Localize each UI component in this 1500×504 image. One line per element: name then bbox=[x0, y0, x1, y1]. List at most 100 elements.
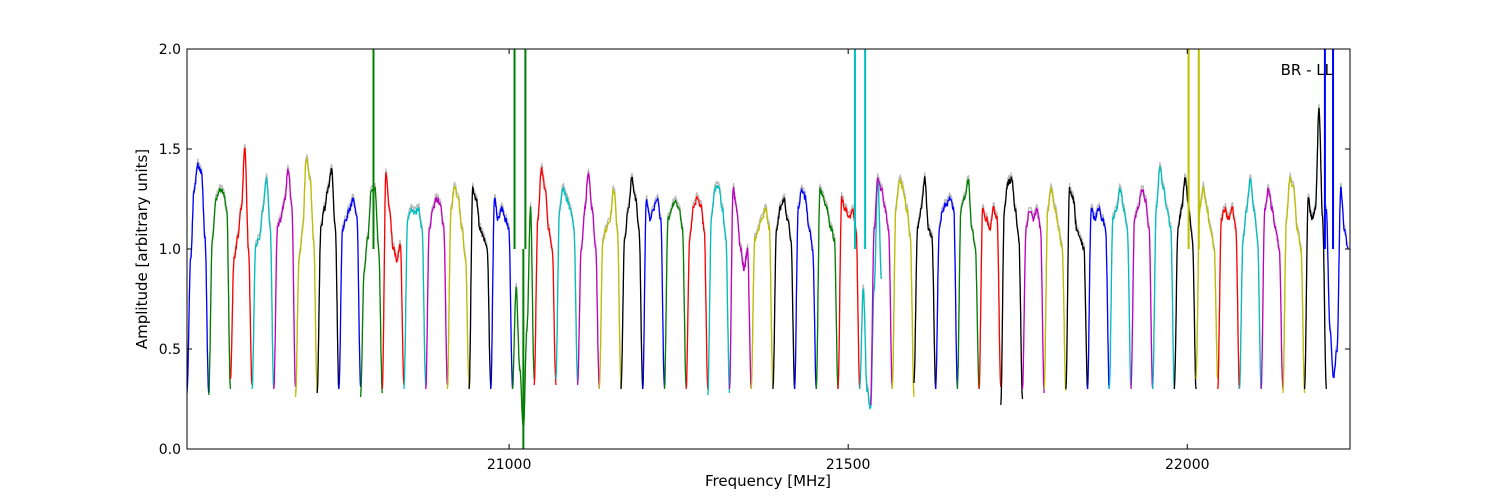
series-line-2 bbox=[229, 147, 253, 386]
series-line-41 bbox=[1065, 186, 1089, 390]
series-line-50 bbox=[1260, 187, 1284, 390]
series-line-9 bbox=[381, 172, 405, 390]
background-trace-21 bbox=[642, 192, 665, 386]
series-line-14 bbox=[490, 197, 514, 390]
series-line-37 bbox=[978, 205, 1002, 390]
background-trace-37 bbox=[978, 201, 1002, 386]
series-line-7 bbox=[338, 197, 362, 390]
series-line-4 bbox=[273, 168, 297, 390]
y-axis-label: Amplitude [arbitrary units] bbox=[133, 149, 151, 349]
background-trace-26 bbox=[750, 203, 774, 386]
series-line-13 bbox=[468, 185, 492, 390]
series-line-48 bbox=[1217, 205, 1241, 390]
series-line-19 bbox=[598, 188, 622, 390]
series-line-5 bbox=[294, 156, 318, 398]
x-tick-label: 22000 bbox=[1165, 457, 1210, 473]
series-line-20 bbox=[620, 176, 644, 390]
background-trace-10 bbox=[403, 202, 427, 386]
background-trace-50 bbox=[1260, 183, 1284, 386]
background-trace-24 bbox=[707, 181, 731, 392]
series-line-17 bbox=[555, 186, 579, 384]
background-trace-44 bbox=[1130, 185, 1154, 386]
series-line-30 bbox=[837, 196, 861, 390]
background-trace-7 bbox=[338, 193, 362, 386]
background-trace-38 bbox=[1000, 172, 1024, 402]
series-line-44 bbox=[1130, 189, 1154, 390]
series-line-23 bbox=[685, 195, 709, 390]
series-line-38 bbox=[1000, 176, 1024, 406]
background-trace-41 bbox=[1065, 182, 1089, 386]
series-line-49 bbox=[1238, 178, 1262, 390]
series-line-8 bbox=[359, 185, 383, 398]
y-tick-label: 0.0 bbox=[159, 442, 181, 458]
x-axis-label: Frequency [MHz] bbox=[705, 472, 831, 490]
background-trace-4 bbox=[273, 164, 297, 386]
series-line-52 bbox=[1303, 107, 1327, 390]
series-line-25 bbox=[728, 186, 752, 390]
background-trace-25 bbox=[728, 183, 752, 386]
background-trace-43 bbox=[1108, 183, 1132, 386]
background-trace-33 bbox=[891, 173, 915, 394]
series-line-26 bbox=[750, 206, 774, 390]
series-line-36 bbox=[956, 178, 980, 390]
x-tick-label: 21000 bbox=[487, 457, 532, 473]
background-trace-30 bbox=[837, 192, 861, 386]
background-trace-40 bbox=[1043, 182, 1067, 388]
plot-frame bbox=[186, 48, 1351, 450]
background-trace-11 bbox=[425, 192, 448, 386]
y-tick-label: 1.5 bbox=[159, 142, 181, 158]
series-line-27 bbox=[772, 197, 796, 390]
series-line-28 bbox=[793, 187, 817, 390]
series-line-51 bbox=[1282, 176, 1306, 394]
background-trace-34 bbox=[913, 172, 937, 386]
series-line-40 bbox=[1043, 186, 1067, 392]
background-trace-9 bbox=[381, 168, 405, 386]
background-trace-28 bbox=[794, 183, 817, 386]
series-line-34 bbox=[913, 176, 937, 390]
series-line-1 bbox=[208, 187, 232, 396]
series-line-12 bbox=[446, 184, 470, 390]
series-line-6 bbox=[316, 167, 340, 394]
series-line-31 bbox=[859, 179, 883, 411]
background-trace-48 bbox=[1217, 201, 1241, 386]
series-line-32 bbox=[869, 177, 893, 406]
background-trace-22 bbox=[663, 194, 687, 386]
background-trace-45 bbox=[1152, 161, 1175, 386]
background-trace-16 bbox=[533, 162, 557, 382]
background-trace-32 bbox=[870, 173, 893, 402]
x-tick-label: 21500 bbox=[826, 457, 871, 473]
background-trace-20 bbox=[620, 172, 644, 386]
series-line-35 bbox=[935, 196, 959, 390]
background-trace-51 bbox=[1282, 172, 1306, 390]
chart-annotation: BR - LL bbox=[1281, 61, 1334, 79]
axis-ticks: 21000 21500 22000 0.0 0.5 1.0 1.5 2.0 bbox=[159, 42, 1350, 473]
series-line-45 bbox=[1152, 165, 1176, 390]
series-line-11 bbox=[425, 196, 449, 390]
y-tick-label: 2.0 bbox=[159, 42, 181, 58]
background-trace-3 bbox=[251, 172, 275, 386]
plot-area bbox=[187, 49, 1349, 449]
background-trace-27 bbox=[772, 193, 796, 386]
series-line-10 bbox=[403, 206, 427, 390]
background-trace-13 bbox=[468, 181, 492, 386]
series-line-29 bbox=[815, 186, 839, 390]
background-trace-23 bbox=[685, 191, 709, 386]
series-line-33 bbox=[891, 177, 915, 398]
background-trace-14 bbox=[490, 193, 514, 386]
background-trace-49 bbox=[1238, 174, 1262, 386]
series-line-24 bbox=[707, 185, 731, 396]
series-line-16 bbox=[533, 165, 557, 386]
y-tick-label: 0.5 bbox=[159, 342, 181, 358]
series-line-43 bbox=[1108, 187, 1132, 390]
series-line-0 bbox=[187, 162, 210, 394]
series-line-46 bbox=[1173, 177, 1197, 390]
series-group bbox=[187, 49, 1349, 449]
background-trace-6 bbox=[316, 163, 340, 390]
series-line-21 bbox=[642, 196, 666, 390]
series-line-42 bbox=[1086, 205, 1110, 390]
background-trace-46 bbox=[1173, 173, 1197, 386]
background-trace-29 bbox=[815, 182, 839, 386]
series-line-22 bbox=[663, 198, 687, 390]
